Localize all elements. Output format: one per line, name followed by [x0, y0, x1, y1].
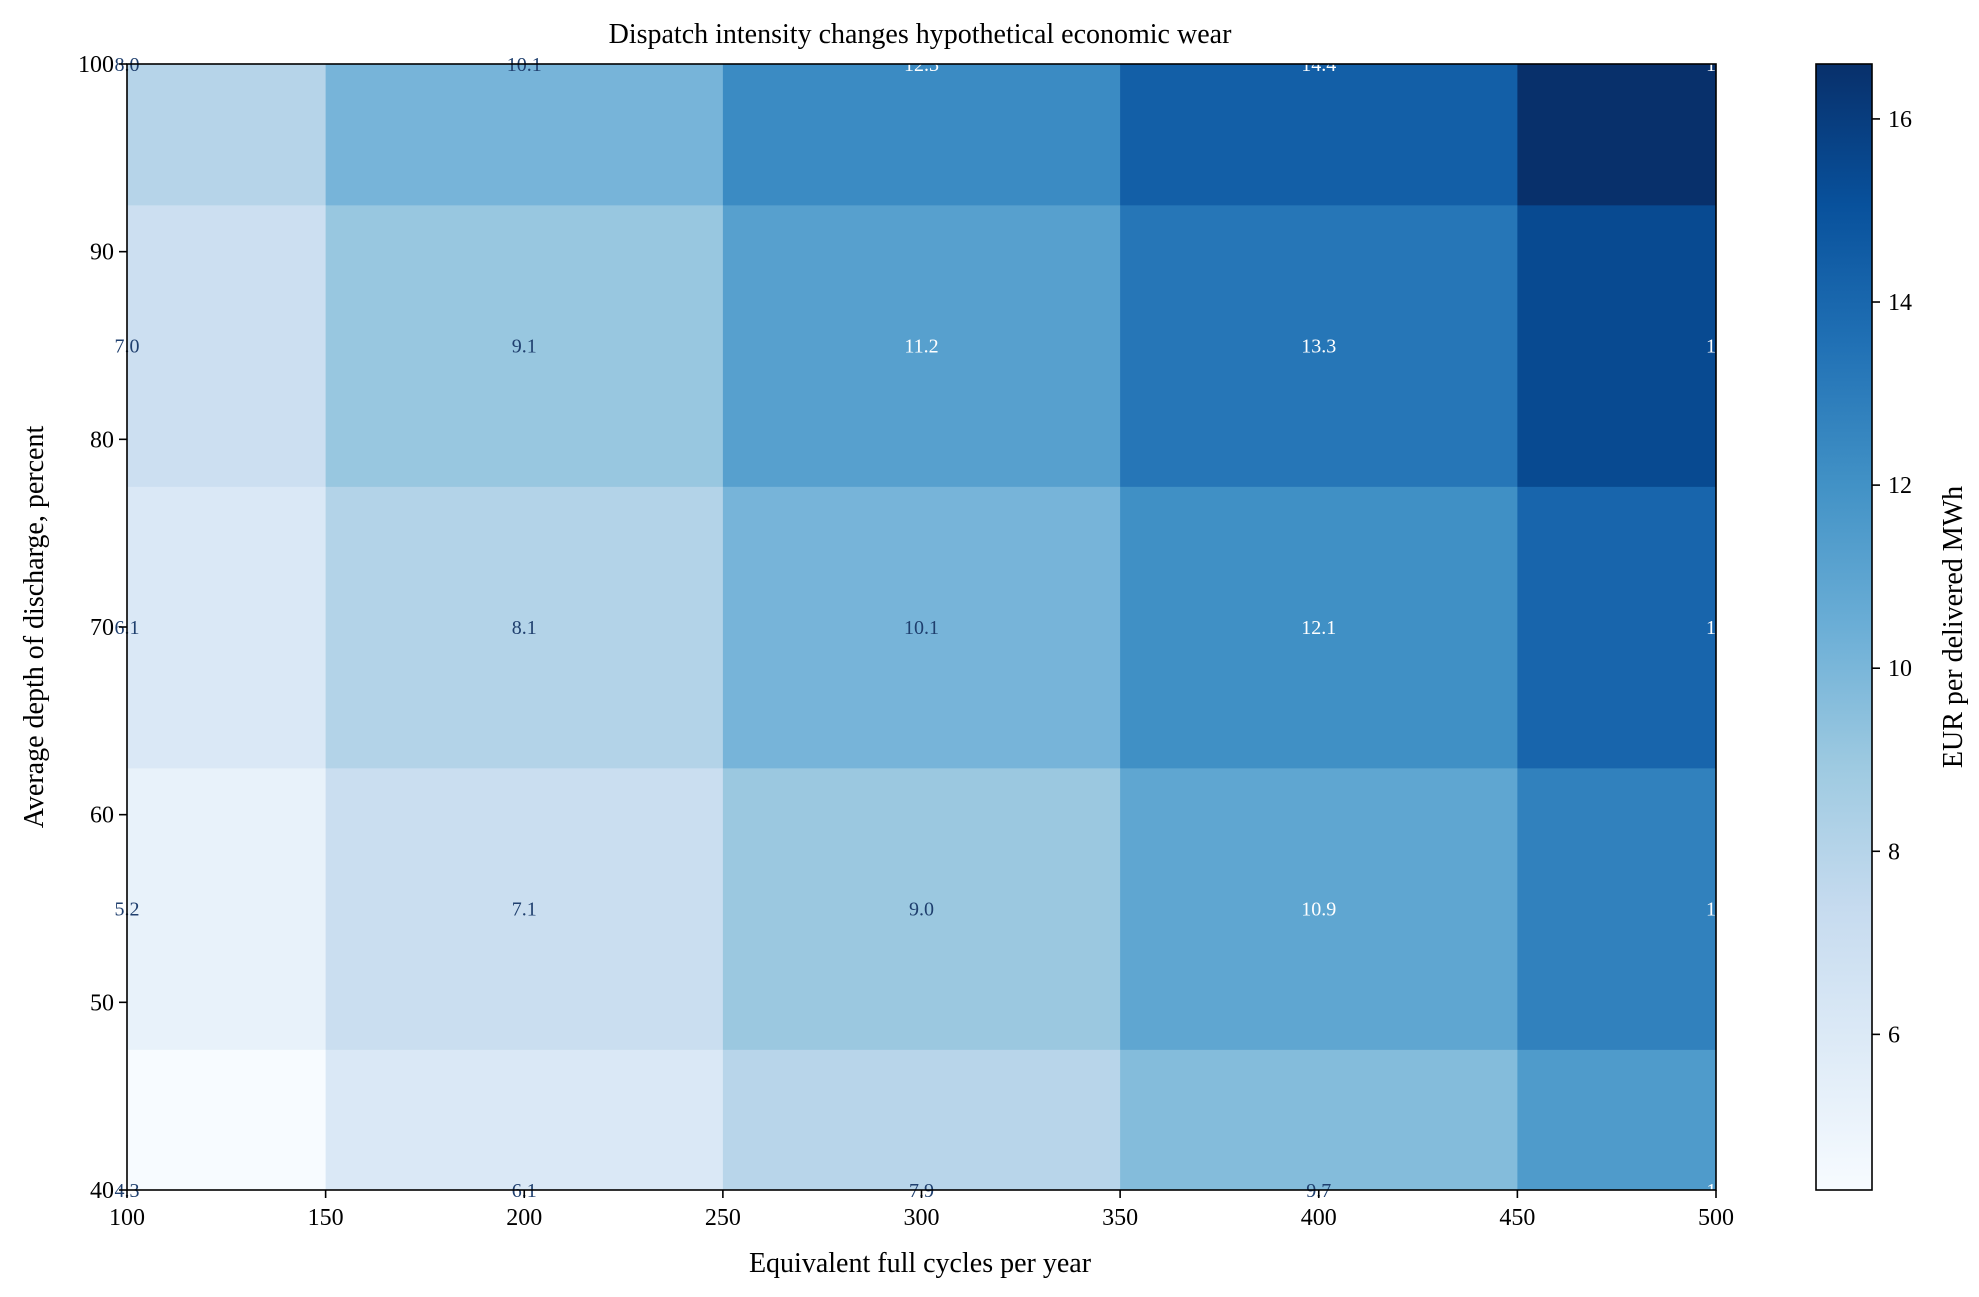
- x-tick-label: 450: [1499, 1205, 1535, 1231]
- x-tick-label: 350: [1102, 1205, 1138, 1231]
- heatmap-cell: [1517, 767, 1716, 1050]
- cell-value-label: 12.1: [1301, 617, 1336, 639]
- colorbar-tick-label: 14: [1888, 290, 1912, 316]
- x-axis-label: Equivalent full cycles per year: [749, 1248, 1092, 1279]
- heatmap-cell: [722, 1049, 1121, 1190]
- x-axis-ticks: 100 150 200 250 300 350 400 450 500: [109, 1190, 1734, 1231]
- heatmap-cell: [127, 64, 327, 206]
- heatmap-cell: [127, 767, 327, 1050]
- heatmap-cell: [722, 64, 1121, 206]
- x-tick-label: 300: [904, 1205, 940, 1231]
- heatmap-cell: [1120, 486, 1518, 769]
- heatmap-cell: [127, 1049, 327, 1190]
- colorbar-label: EUR per delivered MWh: [1938, 486, 1969, 768]
- cell-value-label: 9.0: [909, 899, 934, 921]
- cell-value-label: 11.2: [904, 336, 938, 358]
- y-tick-label: 40: [90, 1178, 114, 1204]
- cell-value-label: 7.1: [512, 899, 537, 921]
- heatmap-cell: [1120, 204, 1518, 487]
- x-tick-label: 250: [705, 1205, 741, 1231]
- heatmap-cell: [127, 204, 327, 487]
- x-tick-label: 200: [506, 1205, 542, 1231]
- cell-value-label: 9.1: [512, 336, 537, 358]
- cell-value-label: 8.1: [512, 617, 537, 639]
- colorbar-tick-label: 6: [1888, 1022, 1900, 1048]
- chart-title: Dispatch intensity changes hypothetical …: [609, 19, 1232, 50]
- x-tick-label: 400: [1301, 1205, 1337, 1231]
- heatmap-cell: [325, 64, 724, 206]
- heatmap-cell: [722, 767, 1121, 1050]
- heatmap-cell: [325, 486, 724, 769]
- colorbar-ticks: 6 8 10 12 14 16: [1872, 107, 1912, 1048]
- cell-value-label: 12.3: [904, 54, 939, 76]
- colorbar-tick-label: 12: [1888, 473, 1912, 499]
- cell-value-label: 10.1: [507, 54, 542, 76]
- colorbar-tick-label: 8: [1888, 839, 1900, 865]
- cell-value-label: 10.1: [904, 617, 939, 639]
- colorbar: [1815, 63, 1873, 1191]
- heatmap-cell: [1517, 64, 1716, 206]
- heatmap-cell: [1120, 1049, 1518, 1190]
- cell-value-label: 10.9: [1301, 899, 1336, 921]
- y-tick-label: 70: [90, 615, 114, 641]
- cell-value-label: 13.3: [1301, 336, 1336, 358]
- y-tick-label: 100: [78, 52, 114, 78]
- heatmap-cell: [325, 204, 724, 487]
- heatmap-cell: [1517, 204, 1716, 487]
- x-tick-label: 150: [308, 1205, 344, 1231]
- x-tick-label: 500: [1698, 1205, 1734, 1231]
- heatmap-cell: [127, 486, 327, 769]
- y-axis-ticks: 40 50 60 70 80 90 100: [78, 52, 127, 1204]
- y-tick-label: 50: [90, 990, 114, 1016]
- y-tick-label: 60: [90, 803, 114, 829]
- y-axis-label: Average depth of discharge, percent: [19, 426, 50, 829]
- colorbar-tick-label: 16: [1888, 107, 1912, 133]
- x-tick-label: 100: [109, 1205, 145, 1231]
- heatmap-cell: [325, 767, 724, 1050]
- y-tick-label: 90: [90, 240, 114, 266]
- heatmap-cell: [325, 1049, 724, 1190]
- heatmap-cell: [1517, 1049, 1716, 1190]
- y-tick-label: 80: [90, 427, 114, 453]
- heatmap-cells: [127, 64, 1716, 1190]
- heatmap-cell: [722, 204, 1121, 487]
- cell-value-label: 14.4: [1301, 54, 1336, 76]
- heatmap-cell: [722, 486, 1121, 769]
- colorbar-tick-label: 10: [1888, 656, 1912, 682]
- heatmap-cell: [1120, 767, 1518, 1050]
- heatmap-cell: [1120, 64, 1518, 206]
- heatmap-cell: [1517, 486, 1716, 769]
